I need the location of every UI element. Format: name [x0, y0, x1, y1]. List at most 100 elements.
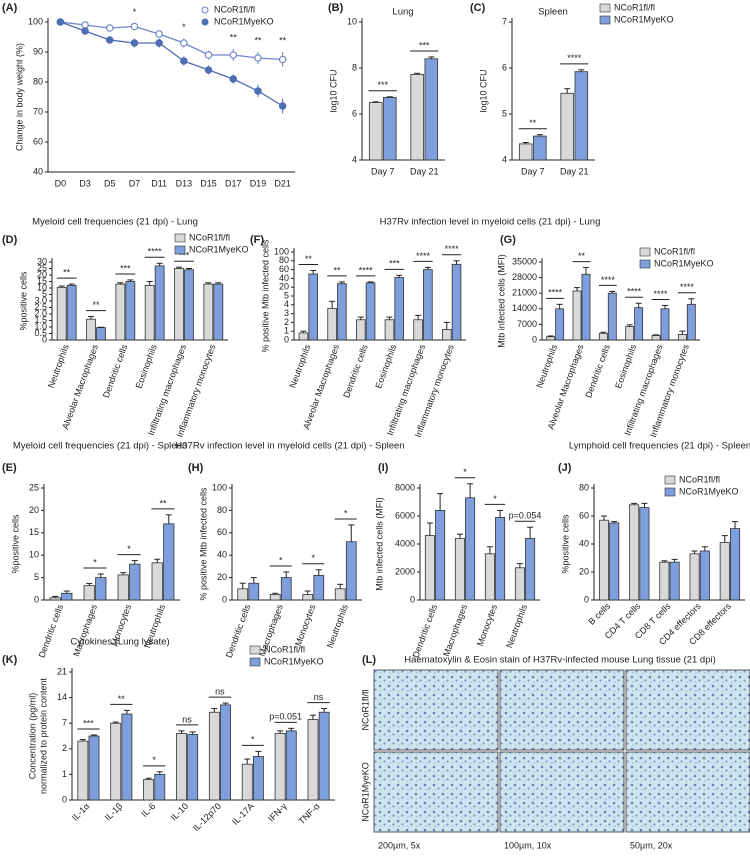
legend-label: NCoR1fl/fl	[614, 2, 655, 12]
y-tick-label: 10	[347, 16, 357, 26]
bar	[298, 332, 309, 341]
y-tick-label: 0	[42, 334, 47, 344]
y-tick-label: 7	[502, 16, 507, 26]
bar	[203, 283, 214, 341]
legend-label: NCoR1fl/fl	[654, 246, 695, 256]
micrograph	[625, 751, 750, 833]
y-tick-label: 0.5	[34, 328, 47, 338]
y-axis-label: %positive cells	[560, 514, 570, 574]
row-label: NCoR1MyeKO	[360, 762, 370, 822]
x-tick-label: B cells	[586, 601, 612, 627]
bar	[318, 711, 330, 801]
marker	[278, 55, 287, 64]
y-tick-label: 25	[37, 263, 47, 273]
marker	[254, 87, 262, 95]
y-tick-label: 21	[57, 666, 67, 676]
legend-swatch	[174, 233, 186, 243]
y-tick-label: 15	[29, 527, 39, 537]
x-tick-label: IL-6	[139, 801, 157, 819]
bar	[629, 504, 640, 601]
y-tick-label: 2	[62, 743, 67, 753]
legend-marker	[201, 6, 209, 14]
line	[60, 21, 283, 107]
bar	[129, 563, 141, 601]
legend-label: NCoR1MyeKO	[654, 258, 714, 268]
x-tick-label: D5	[104, 178, 116, 188]
x-tick-label: Day 21	[560, 166, 589, 176]
x-tick-label: Dendritic cells	[341, 343, 370, 400]
panel-label: (G)	[500, 234, 516, 246]
x-tick-label: Monocytes	[293, 603, 317, 648]
y-tick-label: 0	[34, 594, 39, 604]
panel-label: (I)	[378, 462, 389, 474]
bar	[174, 268, 184, 341]
bar	[451, 263, 462, 341]
y-tick-label: 25	[29, 482, 39, 492]
x-tick-label: Day 7	[521, 166, 545, 176]
panel-label: (J)	[558, 462, 572, 474]
significance-label: **	[333, 265, 341, 275]
y-axis-label: Mtb infected cells (MFI)	[374, 497, 384, 591]
y-tick-label: 100	[28, 16, 43, 26]
y-tick-label: 90	[33, 46, 43, 56]
significance-label: ***	[419, 40, 430, 50]
y-tick-label: 6000	[395, 510, 415, 520]
x-tick-label: D19	[250, 178, 267, 188]
bar	[555, 308, 565, 341]
bar	[241, 763, 253, 801]
bar	[677, 334, 687, 341]
bar	[424, 58, 439, 161]
bar	[117, 574, 129, 601]
x-tick-label: Eosinophils	[613, 343, 638, 390]
significance-label: **	[254, 35, 262, 45]
bar	[143, 779, 155, 801]
marker	[155, 30, 163, 38]
bar	[77, 740, 89, 801]
x-tick-label: D13	[176, 178, 193, 188]
significance-label: ****	[548, 288, 563, 298]
y-tick-label: 5	[42, 289, 47, 299]
significance-label: **	[279, 35, 287, 45]
bar	[115, 283, 126, 341]
bar	[110, 722, 122, 801]
bar	[83, 585, 95, 601]
bar	[368, 102, 383, 161]
bar	[410, 74, 424, 161]
y-tick-label: 30	[37, 256, 47, 266]
marker	[130, 39, 139, 47]
y-axis-label: Concentration (pg/ml)	[27, 693, 37, 780]
bar	[669, 561, 680, 601]
bar	[651, 335, 661, 341]
y-axis-label: Change in body weight (%)	[14, 43, 24, 151]
y-tick-label: 3	[284, 308, 289, 318]
legend-label: NCoR1MyeKO	[264, 656, 324, 666]
y-tick-label: 7	[62, 718, 67, 728]
x-tick-label: Dendritic cells	[101, 343, 130, 400]
y-tick-label: 20	[37, 269, 47, 279]
legend-swatch	[639, 247, 651, 257]
y-tick-label: 0	[584, 594, 589, 604]
y-tick-label: 1	[62, 769, 67, 779]
significance-label: ****	[653, 289, 668, 299]
y-tick-label: 40	[579, 538, 589, 548]
y-axis-label: Mtb infected cells (MFI)	[496, 254, 506, 348]
bar	[121, 713, 133, 801]
marker	[130, 22, 139, 31]
bar	[435, 509, 446, 601]
y-tick-label: 4	[502, 154, 507, 164]
significance-label: **	[92, 300, 100, 310]
x-tick-label: Monocytes	[475, 603, 499, 648]
x-tick-label: IL-12p70	[191, 801, 223, 833]
y-tick-label: 20	[217, 572, 227, 582]
x-tick-label: IL-10	[169, 801, 191, 823]
y-axis-label: % positive Mtb infected cells	[260, 239, 270, 353]
panel-label: (D)	[2, 234, 18, 246]
legend-label: NCoR1fl/fl	[189, 232, 230, 242]
panel-title: Myeloid cell frequencies (21 dpi) - Lung	[32, 217, 198, 228]
bar	[699, 550, 710, 601]
y-tick-label: 10	[37, 282, 47, 292]
significance-label: *	[279, 555, 283, 565]
bar	[56, 286, 67, 341]
significance-label: ****	[627, 287, 642, 297]
